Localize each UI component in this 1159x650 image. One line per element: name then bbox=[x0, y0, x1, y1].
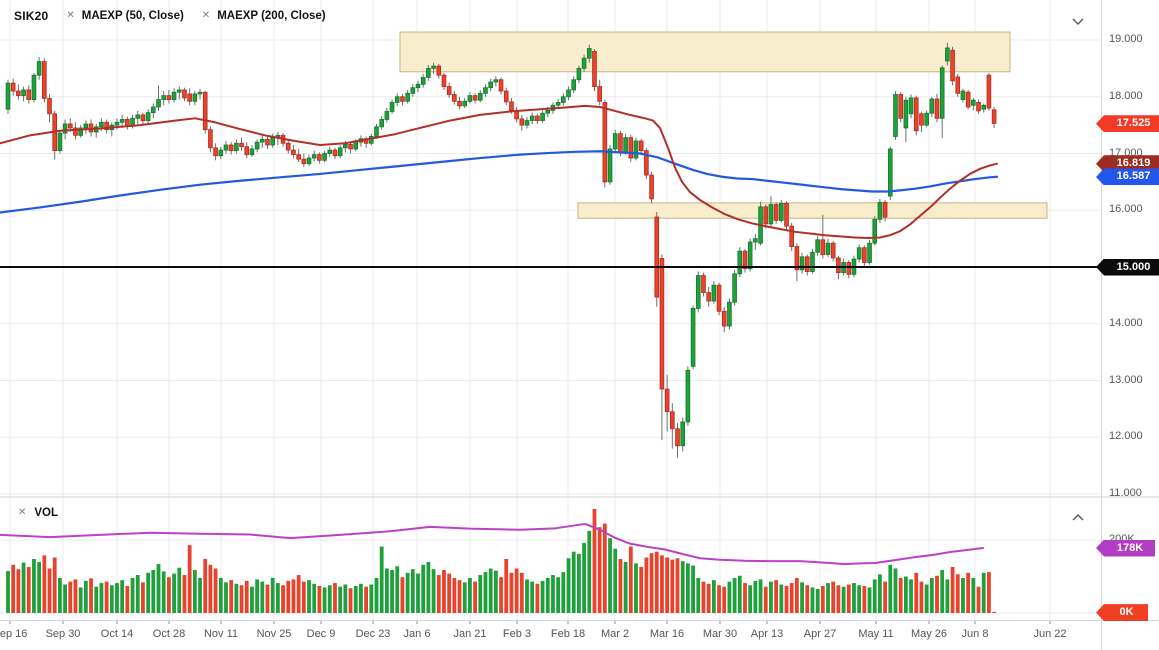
date-axis-label: May 26 bbox=[910, 628, 948, 640]
date-axis-label: Mar 16 bbox=[649, 628, 685, 640]
price-axis-label: 16.000 bbox=[1109, 203, 1143, 216]
date-axis-label: Mar 2 bbox=[600, 628, 630, 640]
date-axis-label: Feb 18 bbox=[550, 628, 586, 640]
date-axis-label: Oct 28 bbox=[152, 628, 186, 640]
date-axis-label: Oct 14 bbox=[100, 628, 134, 640]
close-icon[interactable]: ✕ bbox=[66, 10, 75, 21]
volume-value-badge: 0K bbox=[1096, 604, 1148, 622]
expand-pane-chevron-up-icon[interactable] bbox=[1068, 508, 1088, 526]
symbol-label[interactable]: SIK20 bbox=[14, 9, 49, 23]
date-axis-label: Apr 27 bbox=[803, 628, 837, 640]
date-axis-label: Sep 16 bbox=[0, 628, 28, 640]
price-axis-label: 12.000 bbox=[1109, 430, 1143, 443]
date-axis-label: Jan 21 bbox=[453, 628, 487, 640]
price-axis-label: 11.000 bbox=[1109, 487, 1142, 499]
date-axis-label: Jun 22 bbox=[1033, 628, 1067, 640]
date-axis-label: Dec 9 bbox=[306, 628, 336, 640]
price-axis-label: 19.000 bbox=[1109, 33, 1143, 45]
volume-ma-badge: 178K bbox=[1096, 539, 1155, 557]
date-axis-label: May 11 bbox=[858, 628, 894, 640]
date-axis[interactable]: Sep 16 Sep 30 Oct 14 Oct 28 Nov 11 Nov 25 Dec … bbox=[0, 621, 1159, 650]
indicator-ma200[interactable]: ✕ MAEXP (200, Close) bbox=[202, 10, 326, 22]
date-axis-label: Nov 25 bbox=[256, 628, 292, 640]
date-axis-label: Jan 6 bbox=[403, 628, 431, 640]
price-zone bbox=[577, 202, 1048, 219]
close-icon[interactable]: ✕ bbox=[201, 10, 211, 21]
volume-label: VOL bbox=[34, 507, 59, 519]
level-line-badge: 15.000 bbox=[1096, 258, 1159, 276]
close-icon[interactable]: ✕ bbox=[18, 507, 27, 518]
indicator-ma50[interactable]: ✕ MAEXP (50, Close) bbox=[66, 10, 183, 22]
last-price-badge: 17.525 bbox=[1096, 115, 1159, 133]
ma200-value-badge: 16.587 bbox=[1096, 168, 1159, 186]
price-axis-label: 13.000 bbox=[1109, 373, 1143, 386]
volume-legend: ✕ VOL bbox=[18, 507, 58, 519]
collapse-pane-chevron-down-icon[interactable] bbox=[1068, 12, 1088, 30]
date-axis-label: Apr 13 bbox=[750, 628, 784, 640]
price-axis-label: 14.000 bbox=[1109, 316, 1143, 329]
date-axis-label: Nov 11 bbox=[203, 628, 239, 640]
price-axis-label: 18.000 bbox=[1109, 89, 1143, 102]
date-axis-label: Sep 30 bbox=[45, 628, 81, 640]
indicator-ma200-label: MAEXP (200, Close) bbox=[217, 10, 326, 22]
date-axis-label: Jun 8 bbox=[961, 628, 989, 640]
indicator-legend: SIK20 ✕ MAEXP (50, Close) ✕ MAEXP (200, … bbox=[14, 9, 326, 23]
date-axis-label: Mar 30 bbox=[702, 628, 738, 640]
ma50-value-badge: 16.819 bbox=[1096, 155, 1159, 173]
indicator-ma50-label: MAEXP (50, Close) bbox=[81, 10, 184, 22]
price-zone bbox=[399, 31, 1011, 73]
date-axis-label: Feb 3 bbox=[502, 628, 532, 640]
date-axis-label: Dec 23 bbox=[355, 628, 391, 640]
